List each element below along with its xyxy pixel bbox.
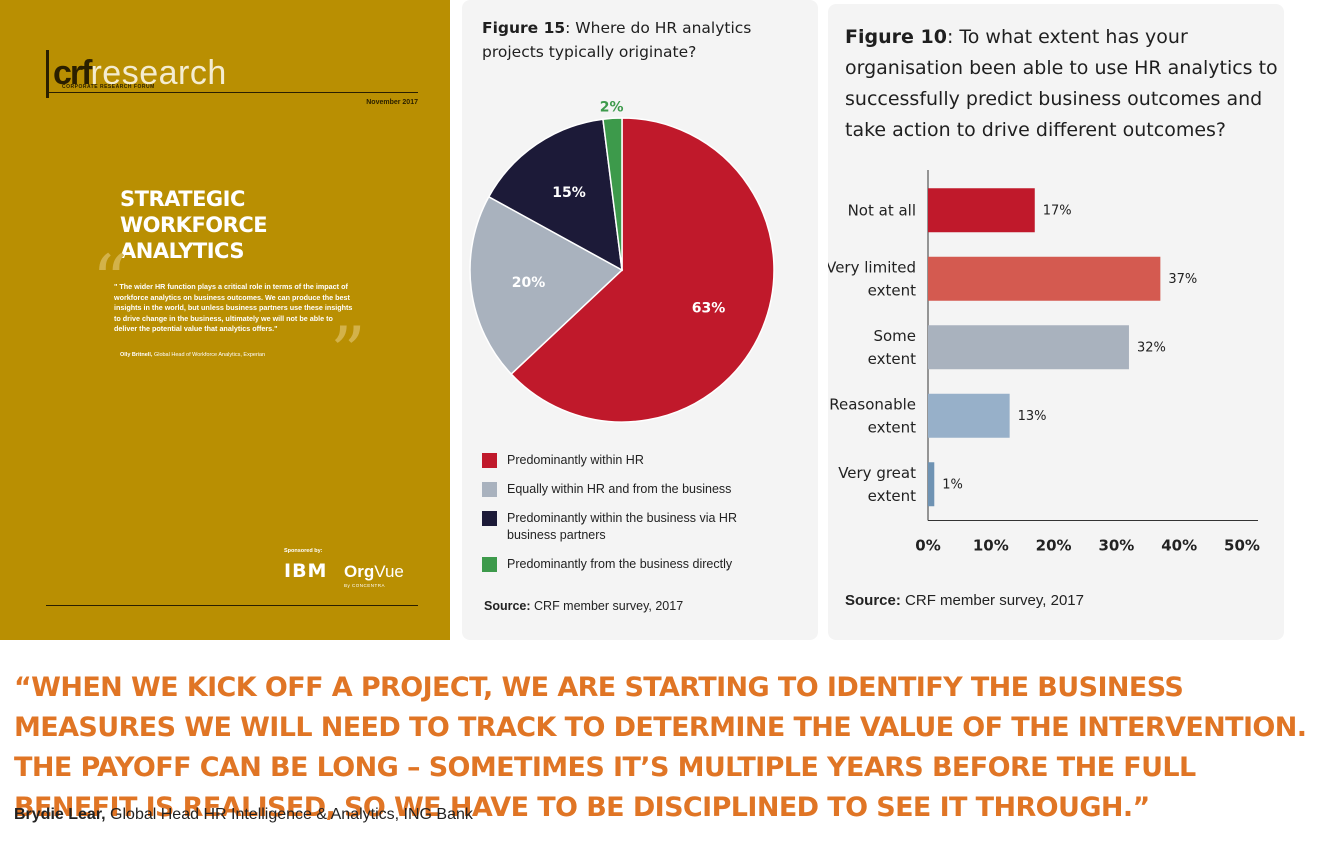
x-tick-40: 40% [1161, 537, 1197, 555]
legend-label: Equally within HR and from the business [507, 482, 732, 496]
legend-swatch [482, 453, 497, 468]
legend-item-equally-within-hr-and-from-the-business: Equally within HR and from the business [482, 481, 802, 498]
pie-slice-predominantly-within-hr [510, 117, 775, 423]
category-label-reasonable-extent: Reasonable extent [829, 395, 916, 436]
cover-top-divider [46, 92, 418, 93]
bar-reasonable-extent [928, 393, 1010, 438]
bar-value-some-extent: 32% [1137, 340, 1166, 355]
pie-slice-equally-within-hr-and-from-the-business [469, 195, 624, 376]
logo-crf-text: crf [53, 54, 92, 92]
ibm-logo: IBM [284, 560, 328, 582]
cover-quote-author: Olly Britnell, [120, 352, 153, 358]
pie-slice-predominantly-from-the-business-directly [602, 117, 623, 271]
figure-15-title: Figure 15: Where do HR analytics project… [482, 16, 807, 64]
legend-item-predominantly-within-the-business-via-hr-business-partners: Predominantly within the business via HR… [482, 510, 802, 544]
cover-bottom-divider [46, 605, 418, 606]
cover-quote: " The wider HR function plays a critical… [114, 282, 353, 333]
figure-10-title-text: : To what extent has your organisation b… [845, 26, 1278, 141]
close-quote-icon: ” [330, 312, 366, 394]
bar-value-very-great-extent: 1% [942, 477, 963, 492]
figure-10-source-text: CRF member survey, 2017 [900, 592, 1084, 609]
figure-10-source-label: Source: [845, 592, 901, 609]
figure-10-title: Figure 10: To what extent has your organ… [845, 22, 1285, 146]
pull-quote: “WHEN WE KICK OFF A PROJECT, WE ARE STAR… [14, 672, 1307, 823]
legend-swatch [482, 482, 497, 497]
sponsored-by-label: Sponsored by: [284, 548, 323, 554]
pie-label-predominantly-within-hr: 63% [692, 300, 726, 316]
figure-15-source: Source: CRF member survey, 2017 [484, 599, 683, 613]
legend-item-predominantly-from-the-business-directly: Predominantly from the business directly [482, 556, 802, 573]
figure-10-panel [828, 4, 1284, 640]
cover-title: STRATEGIC WORKFORCE ANALYTICS [120, 186, 380, 264]
legend-label: Predominantly within the business via HR… [507, 511, 737, 542]
pie-slice-predominantly-within-the-business-via-hr-business-partners [487, 118, 623, 272]
category-label-very-great-extent: Very great extent [838, 464, 916, 505]
figure-15-source-text: CRF member survey, 2017 [530, 599, 684, 613]
figure-10-bar-chart: 17% Not at all 37% Very limited extent 32% Som… [828, 170, 1260, 555]
orgvue-logo-rest: Vue [374, 562, 404, 581]
category-label-very-limited-extent: Very limited extent [828, 258, 916, 299]
cover-title-line-2: ANALYTICS [120, 239, 244, 263]
logo-research-text: research [90, 54, 227, 92]
figure-10-title-label: Figure 10 [845, 26, 947, 48]
logo-subtitle: CORPORATE RESEARCH FORUM [62, 84, 155, 90]
bar-value-very-limited-extent: 37% [1168, 272, 1197, 287]
orgvue-logo-sub: By CONCENTRA [344, 583, 386, 588]
cover-quote-attribution: Olly Britnell, Global Head of Workforce … [120, 352, 380, 358]
legend-label: Predominantly within HR [507, 453, 644, 467]
pull-quote-attribution: Brydie Lear, Global Head HR Intelligence… [14, 806, 473, 824]
legend-swatch [482, 511, 497, 526]
x-tick-30: 30% [1098, 537, 1134, 555]
figure-15-source-label: Source: [484, 599, 531, 613]
figure-15-legend: Predominantly within HR Equally within HR… [482, 452, 802, 585]
cover-title-line-1: STRATEGIC WORKFORCE [120, 187, 268, 237]
figure-10-source: Source: CRF member survey, 2017 [845, 592, 1084, 609]
x-tick-20: 20% [1036, 537, 1072, 555]
bar-some-extent [928, 325, 1129, 370]
orgvue-logo: OrgVue [344, 562, 404, 582]
category-label-some-extent: Some extent [868, 327, 916, 368]
pull-quote-author: Brydie Lear, [14, 806, 106, 823]
figure-15-pie-chart: 63% 20% 15% 2% [469, 99, 775, 423]
bar-value-not-at-all: 17% [1043, 203, 1072, 218]
cover-quote-role: Global Head of Workforce Analytics, Expe… [153, 352, 266, 358]
legend-item-predominantly-within-hr: Predominantly within HR [482, 452, 802, 469]
bar-not-at-all [928, 188, 1035, 233]
legend-label: Predominantly from the business directly [507, 557, 733, 571]
bar-very-great-extent [928, 462, 935, 507]
x-tick-10: 10% [973, 537, 1009, 555]
x-tick-0: 0% [915, 537, 940, 555]
legend-swatch [482, 557, 497, 572]
cover-date: November 2017 [366, 99, 418, 106]
pie-label-equally-within-hr-and-from-the-business: 20% [512, 275, 546, 291]
x-tick-50: 50% [1224, 537, 1260, 555]
pie-label-predominantly-from-the-business-directly: 2% [600, 99, 624, 115]
bar-very-limited-extent [928, 256, 1161, 301]
pie-label-predominantly-within-the-business-via-hr-business-partners: 15% [552, 185, 586, 201]
report-cover: crf research CORPORATE RESEARCH FORUM Nov… [0, 0, 450, 640]
figure-15-title-text: : Where do HR analytics projects typical… [482, 19, 752, 61]
category-label-not-at-all: Not at all [848, 201, 916, 219]
bar-value-reasonable-extent: 13% [1018, 409, 1047, 424]
orgvue-logo-bold: Org [344, 562, 375, 581]
pull-quote-role: Global Head HR Intelligence & Analytics,… [105, 806, 473, 823]
figure-15-title-label: Figure 15 [482, 19, 566, 37]
logo-bar [46, 50, 49, 98]
crf-research-logo: crf research [46, 42, 227, 98]
open-quote-icon: “ [92, 240, 128, 322]
